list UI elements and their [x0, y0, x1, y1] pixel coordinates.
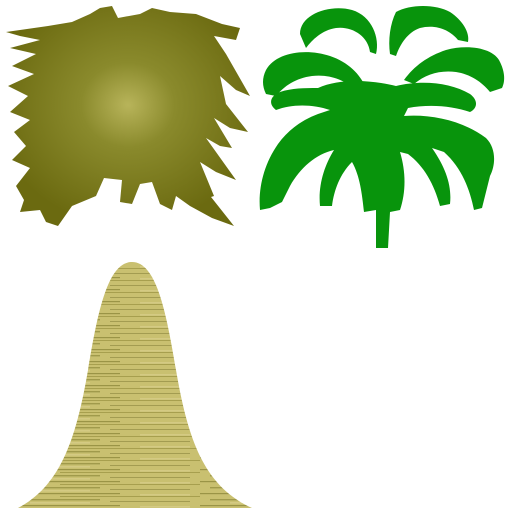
green-palm-fronds [259, 6, 505, 248]
bell-shaped-trunk [18, 262, 252, 508]
spiky-palm-crown [6, 6, 250, 226]
